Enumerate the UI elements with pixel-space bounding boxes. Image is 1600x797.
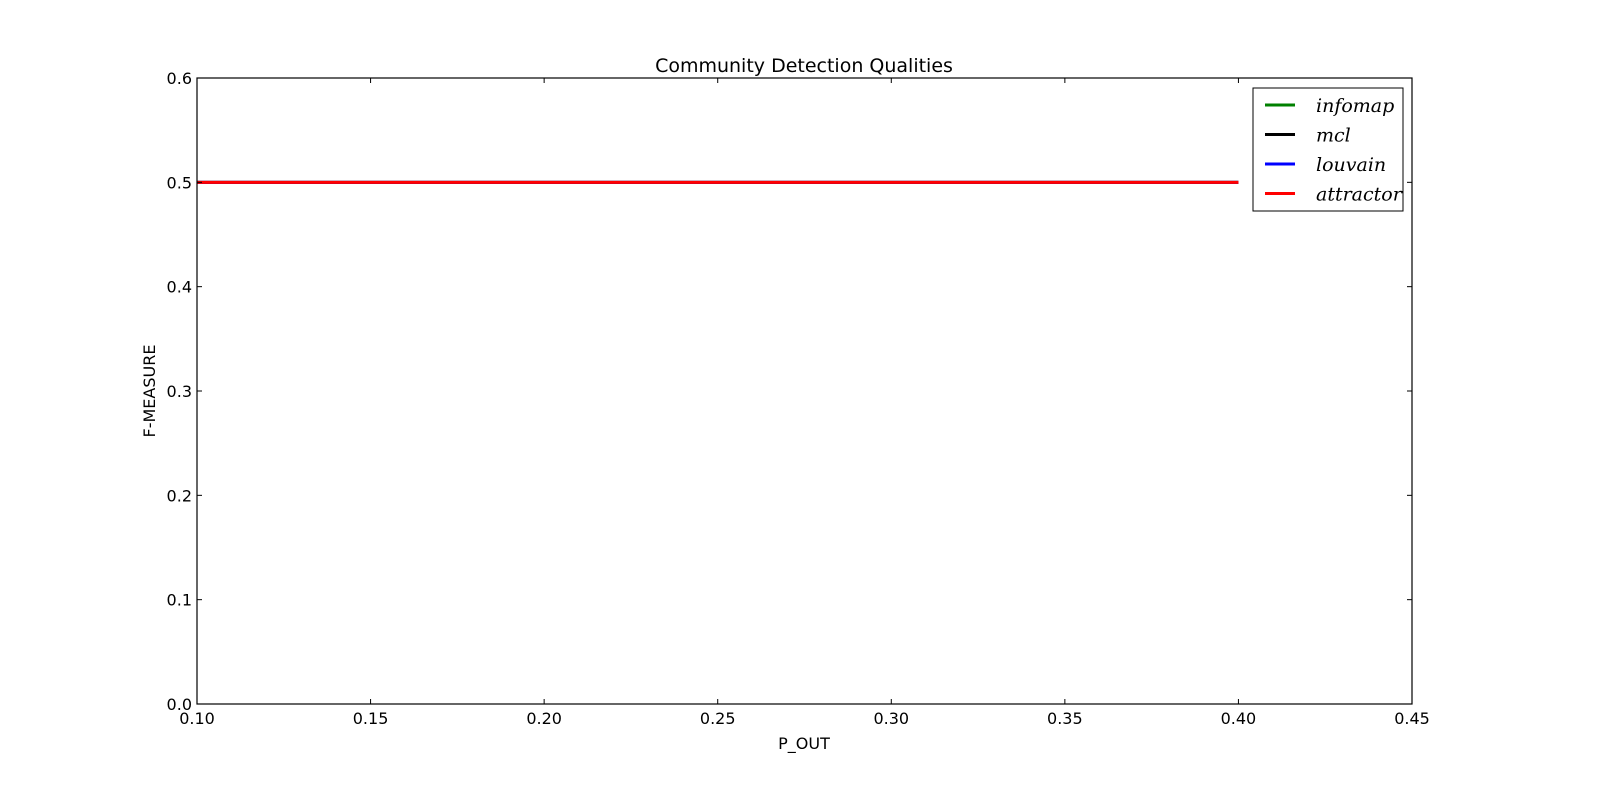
legend-entry-attractor: attractor	[1265, 184, 1404, 206]
x-tick-label: 0.10	[179, 709, 215, 728]
chart-title: Community Detection Qualities	[655, 55, 953, 77]
x-tick-label: 0.35	[1047, 709, 1083, 728]
x-tick-label: 0.40	[1221, 709, 1257, 728]
x-tick-label: 0.45	[1394, 709, 1430, 728]
legend-label: mcl	[1316, 125, 1351, 147]
legend-entry-mcl: mcl	[1265, 125, 1351, 147]
x-axis-label: P_OUT	[778, 734, 830, 754]
y-tick-label: 0.2	[167, 486, 192, 505]
plot-frame	[196, 77, 1413, 705]
legend-label: attractor	[1316, 184, 1404, 206]
x-tick-label: 0.25	[700, 709, 736, 728]
legend-label: infomap	[1316, 95, 1394, 117]
y-tick-label: 0.5	[167, 173, 192, 192]
y-tick-label: 0.0	[167, 695, 192, 714]
y-tick-label: 0.6	[167, 69, 192, 88]
legend-label: louvain	[1316, 154, 1386, 176]
y-tick-label: 0.1	[167, 591, 192, 610]
legend-entry-infomap: infomap	[1265, 95, 1394, 117]
x-tick-label: 0.20	[526, 709, 562, 728]
y-axis-label: F-MEASURE	[140, 345, 159, 438]
y-tick-label: 0.3	[167, 382, 192, 401]
x-tick-label: 0.30	[873, 709, 909, 728]
legend-frame	[1252, 87, 1404, 212]
x-tick-label: 0.15	[353, 709, 389, 728]
legend: infomap mcl louvain attractor	[1252, 87, 1404, 212]
legend-entry-louvain: louvain	[1265, 154, 1386, 176]
ticks-layer: 0.10 0.15 0.20 0.25 0.30 0.35 0.40 0.45 0.0 0.1 0.…	[167, 69, 1430, 728]
y-tick-label: 0.4	[167, 278, 192, 297]
